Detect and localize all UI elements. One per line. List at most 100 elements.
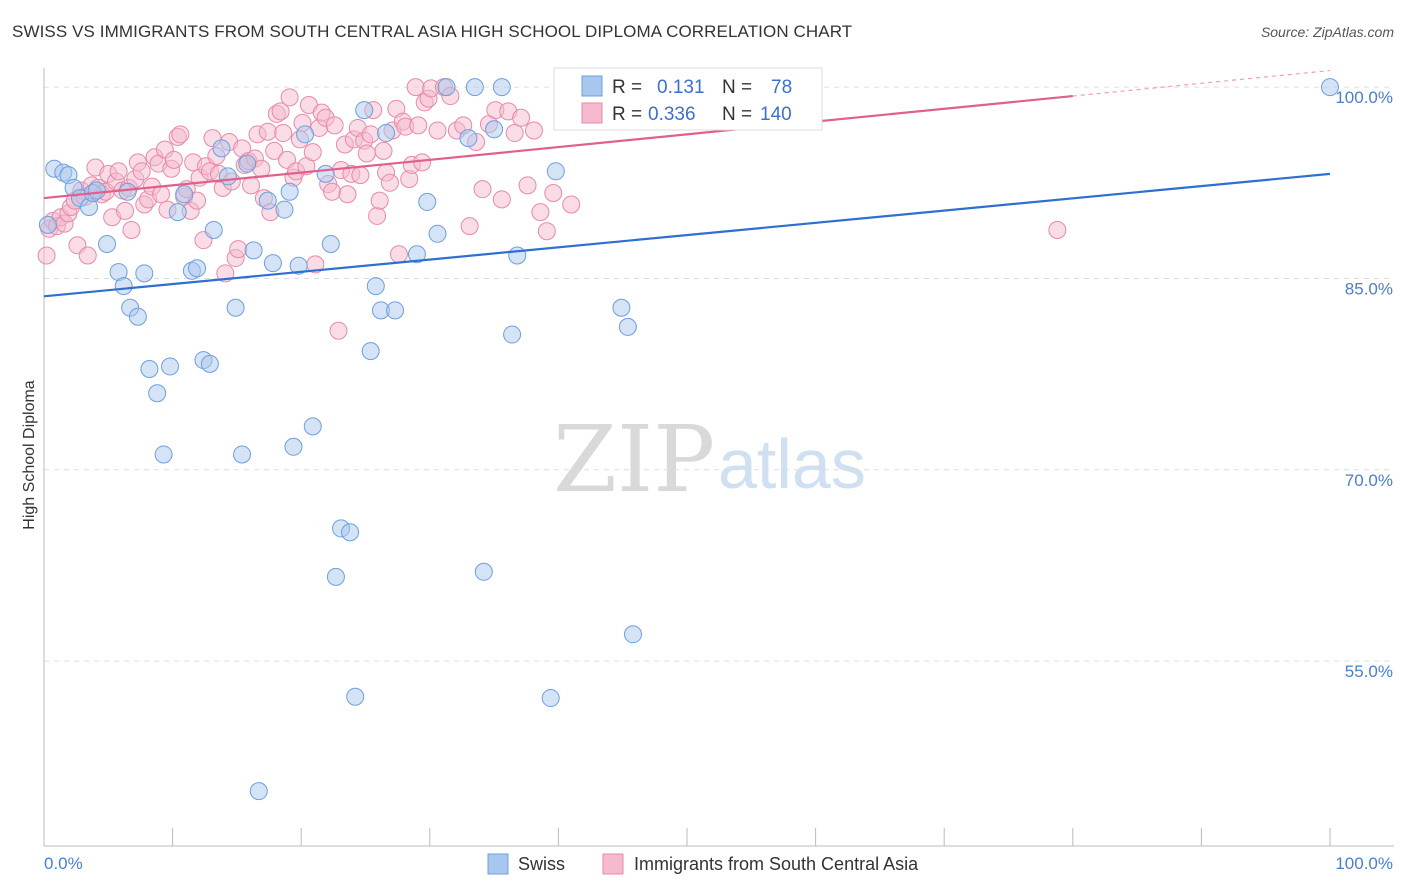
- immigrants-point: [357, 144, 376, 163]
- immigrants-point: [544, 183, 563, 202]
- stats-legend: R = 0.131 N = 78 R = 0.336 N = 140: [553, 67, 823, 131]
- swiss-series-label: Swiss: [518, 854, 565, 874]
- immigrants-point: [409, 116, 428, 135]
- immigrants-point: [229, 240, 248, 259]
- swiss-point: [233, 445, 252, 464]
- immigrants-point: [537, 222, 556, 241]
- immigrants-point: [428, 121, 447, 140]
- immigrants-point: [164, 150, 183, 169]
- swiss-point: [386, 301, 405, 320]
- immigrants-point: [338, 185, 357, 204]
- immigrants-point: [413, 153, 432, 172]
- y-tick-label: 70.0%: [1345, 471, 1393, 490]
- y-axis-label: High School Diploma: [21, 380, 38, 530]
- immigrants-point: [265, 141, 284, 160]
- swiss-point: [218, 167, 237, 186]
- swiss-point: [296, 125, 315, 144]
- swiss-point: [361, 342, 380, 361]
- swiss-point: [546, 162, 565, 181]
- swiss-point: [175, 185, 194, 204]
- swiss-point: [326, 567, 345, 586]
- immigrants-point: [274, 124, 293, 143]
- immigrants-point: [271, 102, 290, 121]
- immigrants-point: [1048, 220, 1067, 239]
- source-label: Source: ZipAtlas.com: [1260, 24, 1394, 40]
- swiss-point: [114, 277, 133, 296]
- y-tick-labels: 55.0% 70.0% 85.0% 100.0%: [1335, 88, 1393, 681]
- swiss-n-value: 78: [771, 77, 792, 98]
- immigrants-point: [524, 121, 543, 140]
- swiss-point: [238, 154, 257, 173]
- swiss-point: [366, 277, 385, 296]
- swiss-point: [541, 689, 560, 708]
- x-tick-label-min: 0.0%: [44, 854, 83, 873]
- swiss-point: [263, 254, 282, 273]
- swiss-point: [249, 782, 268, 801]
- swiss-point: [148, 384, 167, 403]
- swiss-legend-swatch: [581, 75, 603, 97]
- immigrants-point: [389, 245, 408, 264]
- immigrants-point: [473, 180, 492, 199]
- immigrants-n-value: 140: [760, 104, 792, 125]
- swiss-point: [161, 357, 180, 376]
- immigrants-point: [78, 246, 97, 265]
- swiss-trend-line: [43, 172, 1331, 298]
- immigrants-points: [37, 78, 1067, 340]
- immigrants-r-label: R =: [612, 104, 642, 125]
- y-tick-label: 100.0%: [1335, 88, 1393, 107]
- swiss-point: [321, 235, 340, 254]
- immigrants-trend-extension: [1072, 69, 1331, 97]
- immigrants-point: [258, 122, 277, 141]
- gridlines: [44, 86, 1394, 662]
- swiss-point: [474, 562, 493, 581]
- swiss-point: [275, 200, 294, 219]
- x-ticks: [43, 828, 1331, 846]
- swiss-point: [437, 78, 456, 97]
- swiss-point: [128, 307, 147, 326]
- swiss-point: [623, 625, 642, 644]
- swiss-point: [258, 191, 277, 210]
- immigrants-point: [368, 206, 387, 225]
- swiss-r-value: 0.131: [657, 77, 705, 98]
- swiss-point: [98, 235, 117, 254]
- swiss-point: [418, 192, 437, 211]
- immigrants-trend-line: [43, 94, 1073, 200]
- swiss-point: [465, 78, 484, 97]
- swiss-point: [346, 687, 365, 706]
- immigrants-point: [351, 166, 370, 185]
- immigrants-point: [329, 321, 348, 340]
- swiss-point: [428, 224, 447, 243]
- swiss-point: [280, 182, 299, 201]
- immigrants-point: [242, 176, 261, 195]
- y-tick-label: 55.0%: [1345, 662, 1393, 681]
- trend-lines: [43, 69, 1331, 298]
- immigrants-series-swatch: [602, 853, 624, 875]
- swiss-point: [244, 241, 263, 260]
- swiss-point: [407, 245, 426, 264]
- swiss-point: [135, 264, 154, 283]
- swiss-r-label: R =: [612, 77, 642, 98]
- swiss-point: [492, 78, 511, 97]
- immigrants-point: [132, 162, 151, 181]
- swiss-point: [168, 203, 187, 222]
- x-tick-label-max: 100.0%: [1335, 854, 1393, 873]
- swiss-point: [1321, 78, 1339, 97]
- swiss-point: [188, 259, 207, 278]
- swiss-point: [503, 325, 522, 344]
- immigrants-point: [280, 88, 299, 107]
- immigrants-point: [303, 143, 322, 162]
- immigrants-point: [171, 125, 190, 144]
- immigrants-point: [122, 220, 141, 239]
- swiss-point: [377, 124, 396, 143]
- immigrants-point: [325, 116, 344, 135]
- swiss-point: [289, 256, 308, 275]
- immigrants-n-label: N =: [722, 104, 752, 125]
- immigrants-point: [562, 195, 581, 214]
- swiss-point: [140, 359, 159, 378]
- swiss-point: [154, 445, 173, 464]
- swiss-point: [612, 298, 631, 317]
- watermark-atlas: atlas: [718, 425, 866, 503]
- immigrants-point: [492, 190, 511, 209]
- watermark-zip: ZIP: [553, 406, 715, 513]
